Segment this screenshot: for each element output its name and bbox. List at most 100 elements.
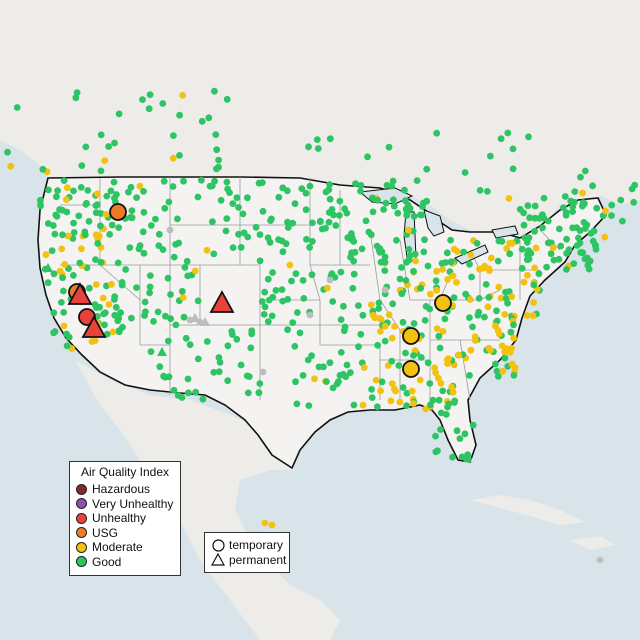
monitor-dot (351, 248, 359, 256)
monitor-dot (42, 251, 50, 259)
monitor-dot (402, 349, 409, 357)
monitor-dot (408, 387, 416, 395)
monitor-dot (217, 196, 225, 204)
monitor-dot (547, 250, 555, 258)
monitor-dot (302, 189, 310, 197)
monitor-dot (485, 294, 493, 301)
monitor-dot (449, 388, 457, 396)
monitor-dot (355, 302, 362, 309)
monitor-dot (355, 343, 362, 351)
monitor-dot (524, 251, 531, 258)
monitor-dot (523, 312, 531, 319)
monitor-dot (107, 187, 115, 195)
monitor-dot (346, 369, 354, 376)
monitor-dot (279, 184, 287, 192)
monitor-dot (432, 432, 439, 440)
monitor-dot (579, 189, 586, 197)
monitor-dot (405, 256, 413, 264)
monitor-dot (427, 290, 434, 298)
monitor-dot (237, 361, 245, 369)
monitor-dot (85, 218, 93, 225)
monitor-dot (164, 274, 172, 282)
legend-label-permanent: permanent (229, 552, 287, 567)
monitor-dot (115, 224, 123, 232)
monitor-dot (128, 207, 136, 215)
monitor-dot (495, 283, 503, 291)
legend-title: Air Quality Index (80, 465, 170, 479)
legend-row-hazardous: Hazardous (70, 482, 180, 497)
monitor-dot (110, 178, 118, 186)
monitor-dot (506, 250, 514, 258)
monitor-dot (374, 403, 381, 411)
monitor-dot (525, 133, 532, 141)
monitor-dot (432, 369, 439, 377)
monitor-dot (239, 210, 247, 218)
monitor-dot (60, 177, 68, 185)
monitor-dot (381, 337, 389, 345)
monitor-dot (424, 359, 432, 367)
monitor-dot (53, 212, 61, 220)
legend-row-good: Good (70, 555, 180, 570)
monitor-dot (516, 205, 524, 213)
monitor-dot (577, 173, 584, 181)
monitor-dot (510, 321, 517, 329)
monitor-dot (63, 184, 71, 192)
monitor-dot (359, 401, 367, 409)
monitor-dot (422, 303, 430, 310)
monitor-dot (97, 222, 104, 230)
monitor-dot (372, 376, 380, 384)
monitor-dot (269, 269, 276, 276)
legend-swatch-unhealthy (76, 512, 87, 524)
monitor-dot (7, 162, 15, 170)
monitor-dot (368, 394, 376, 401)
monitor-dot (161, 373, 169, 381)
monitor-dot (103, 330, 111, 338)
monitor-dot (99, 294, 107, 302)
monitor-dot (146, 91, 154, 99)
monitor-marker-unhealthy (67, 282, 93, 305)
monitor-dot (94, 240, 102, 247)
monitor-dot (416, 376, 424, 384)
monitor-dot (109, 328, 117, 336)
monitor-dot (73, 89, 81, 96)
monitor-dot (292, 378, 299, 386)
monitor-dot (423, 197, 431, 205)
monitor-marker-unhealthy (209, 290, 235, 313)
monitor-dot (391, 323, 398, 330)
monitor-dot (198, 117, 206, 125)
monitor-dot (450, 245, 458, 253)
monitor-dot (325, 209, 333, 216)
monitor-dot (92, 202, 100, 210)
monitor-dot (540, 214, 548, 222)
monitor-dot (467, 251, 475, 259)
monitor-dot (349, 284, 357, 292)
monitor-dot (140, 208, 148, 216)
legend-row-unhealthy: Unhealthy (70, 511, 180, 526)
monitor-dot (398, 290, 406, 298)
monitor-dot (501, 311, 509, 318)
monitor-dot (555, 255, 563, 263)
monitor-dot (213, 146, 221, 154)
triangle-icon (211, 553, 225, 567)
monitor-dot (247, 344, 255, 352)
monitor-dot (244, 233, 252, 241)
monitor-dot (161, 204, 169, 212)
legend-row-usg: USG (70, 526, 180, 541)
monitor-dot (260, 311, 268, 318)
monitor-dot (114, 259, 122, 267)
monitor-dot (65, 333, 73, 341)
monitor-dot (589, 182, 596, 190)
monitor-dot (139, 228, 147, 236)
monitor-dot (590, 227, 598, 235)
monitor-dot (357, 187, 364, 195)
monitor-dot (390, 202, 398, 210)
legend-row-permanent: permanent (205, 553, 289, 568)
monitor-dot (269, 293, 277, 301)
monitor-dot (147, 348, 155, 355)
monitor-dot (493, 307, 500, 315)
monitor-dot (215, 156, 223, 164)
monitor-dot (302, 206, 310, 214)
monitor-dot (180, 313, 188, 321)
monitor-dot (105, 143, 112, 150)
monitor-dot (593, 204, 601, 212)
